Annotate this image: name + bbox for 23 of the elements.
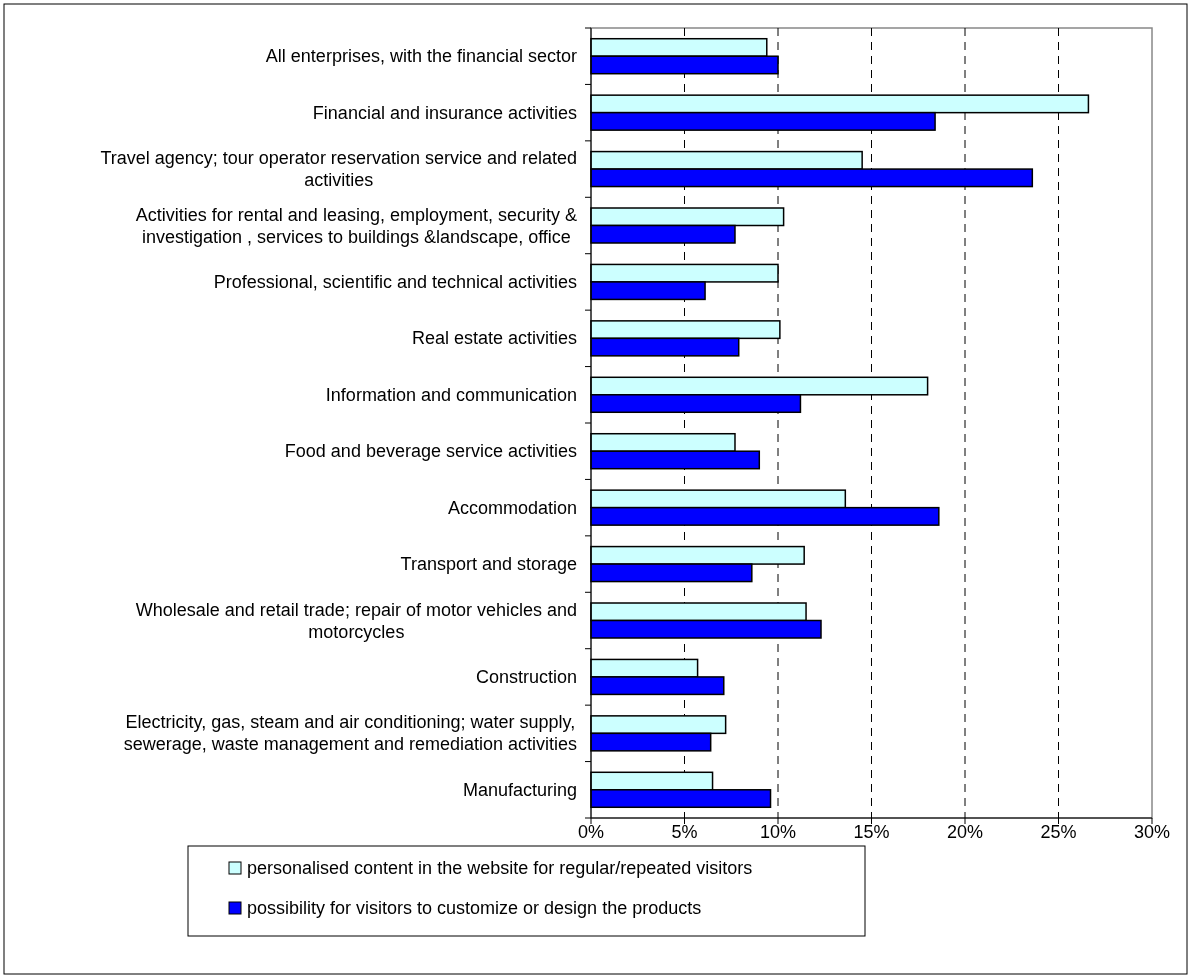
- y-tick-label: Information and communication: [325, 384, 578, 405]
- x-tick-label: 15%: [853, 822, 890, 842]
- y-tick-label: Real estate activities: [411, 328, 577, 349]
- x-tick-label: 5%: [671, 822, 698, 842]
- legend-label: possibility for visitors to customize or design the products: [247, 898, 702, 918]
- y-tick-label: Activities for rental and leasing, employment, security & investigation , services to buildings &landscape, office: [135, 204, 577, 247]
- y-tick-label: Construction: [475, 666, 578, 687]
- x-tick-label: 30%: [1133, 822, 1171, 842]
- legend-label: personalised content in the website for regular/repeated visitors: [247, 858, 753, 878]
- x-tick-label: 25%: [1040, 822, 1077, 842]
- y-tick-label: Travel agency; tour operator reservation service and related activities: [100, 148, 577, 191]
- x-tick-label: 0%: [577, 822, 605, 842]
- y-tick-label: Wholesale and retail trade; repair of motor vehicles and motorcycles: [135, 599, 577, 642]
- y-tick-label: Food and beverage service activities: [284, 441, 578, 462]
- y-tick-label: Transport and storage: [400, 554, 577, 575]
- x-tick-label: 20%: [946, 822, 984, 842]
- x-tick-label: 10%: [759, 822, 797, 842]
- y-tick-label: Financial and insurance activities: [312, 102, 577, 123]
- y-tick-label: Electricity, gas, steam and air conditioning; water supply, sewerage, waste management and remediation activities: [123, 712, 577, 755]
- y-tick-label: All enterprises, with the financial sector: [265, 46, 578, 67]
- y-tick-label: Accommodation: [447, 497, 577, 518]
- y-tick-label: Manufacturing: [462, 779, 578, 800]
- y-tick-label: Professional, scientific and technical activities: [213, 271, 578, 292]
